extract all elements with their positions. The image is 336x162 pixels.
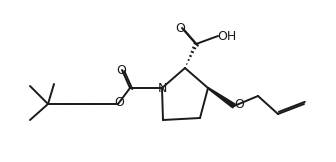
Text: N: N — [157, 81, 167, 94]
Polygon shape — [208, 88, 235, 108]
Text: O: O — [175, 23, 185, 35]
Text: O: O — [234, 98, 244, 110]
Text: O: O — [116, 64, 126, 77]
Text: O: O — [114, 97, 124, 110]
Text: OH: OH — [217, 30, 237, 44]
